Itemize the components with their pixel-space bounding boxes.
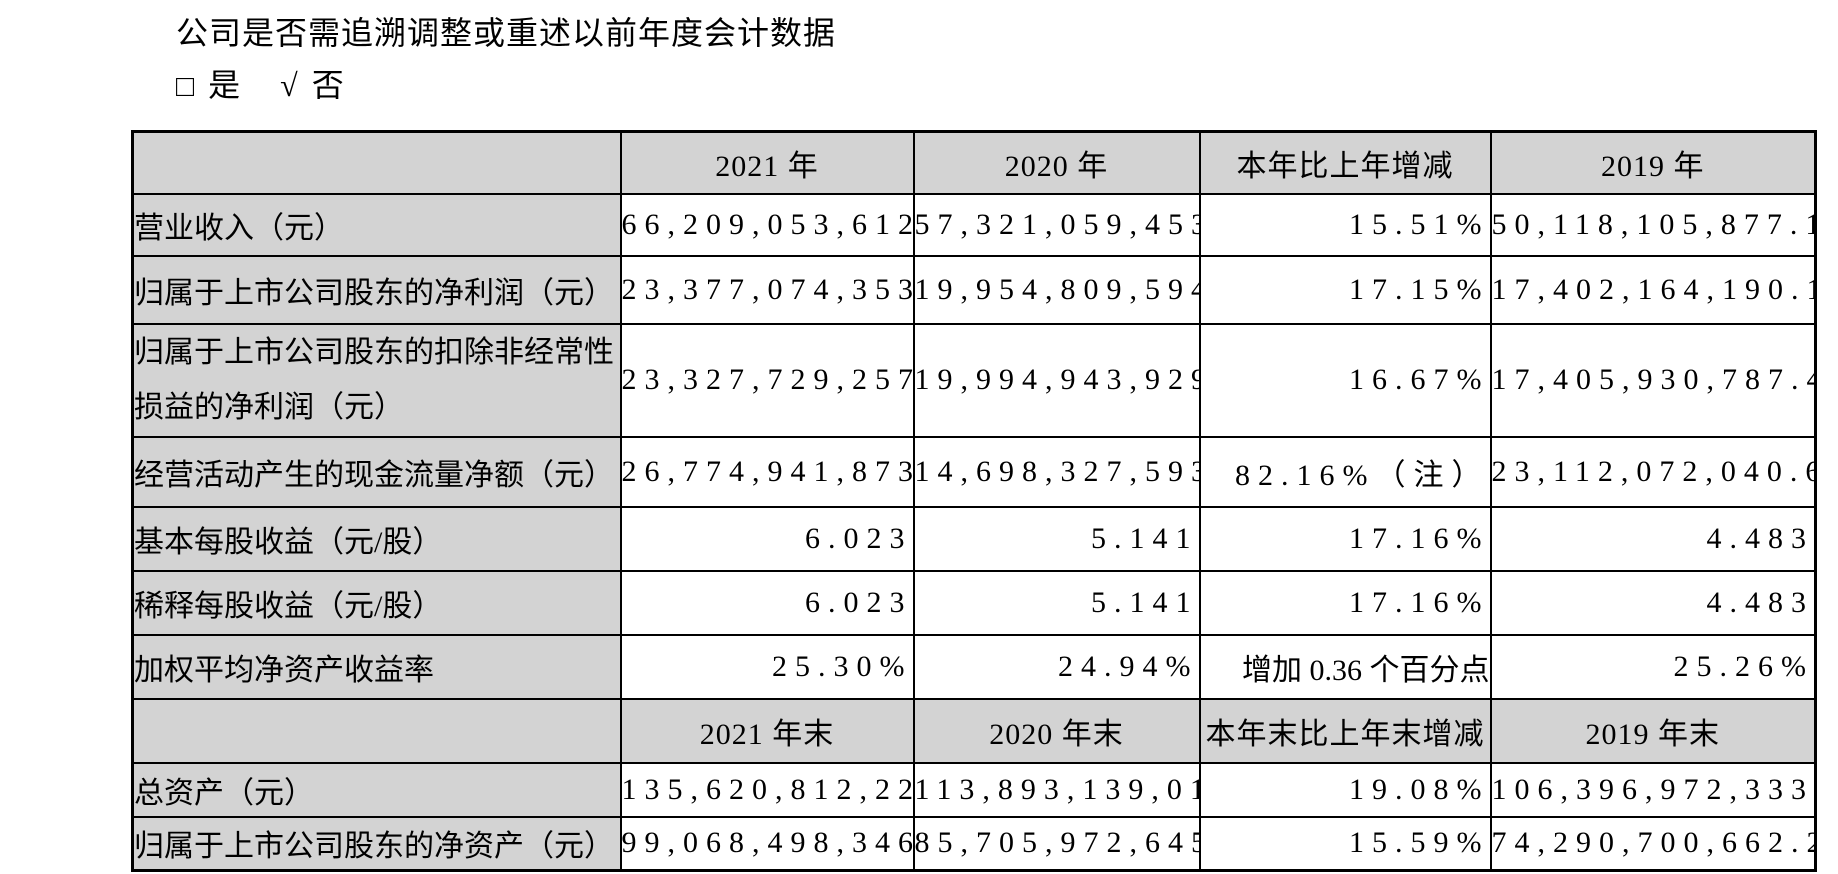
check-mark-icon: √ <box>280 67 298 103</box>
header-yearend-change: 本年末比上年末增减 <box>1198 697 1492 764</box>
no-option-label: 否 <box>311 67 344 103</box>
value-2019: 4.483 <box>1489 569 1817 636</box>
row-label: 稀释每股收益（元/股） <box>131 569 622 636</box>
header-2021: 2021 年 <box>619 130 915 195</box>
restatement-question: 公司是否需追溯调整或重述以前年度会计数据 <box>176 15 837 51</box>
table-row-total-assets: 总资产（元） 135,620,812,221.13 113,893,139,01… <box>131 761 1817 818</box>
value-change: 16.67% <box>1198 322 1492 438</box>
table-row-diluted-eps: 稀释每股收益（元/股） 6.023 5.141 17.16% 4.483 <box>131 569 1817 636</box>
value-2019: 23,112,072,040.66 <box>1489 435 1817 508</box>
table-row-net-assets: 归属于上市公司股东的净资产（元） 99,068,498,346.24 85,70… <box>131 815 1817 872</box>
value-2021: 25.30% <box>619 633 915 700</box>
value-2021: 66,209,053,612.11 <box>619 192 915 257</box>
value-2020: 24.94% <box>912 633 1201 700</box>
value-change: 17.16% <box>1198 505 1492 572</box>
row-label: 归属于上市公司股东的净资产（元） <box>131 815 622 872</box>
value-2021: 23,327,729,257.82 <box>619 322 915 438</box>
value-2021: 6.023 <box>619 569 915 636</box>
value-2021: 99,068,498,346.24 <box>619 815 915 872</box>
value-2020: 19,954,809,594.52 <box>912 254 1201 325</box>
unchecked-checkbox-icon: □ <box>176 70 195 103</box>
value-change: 15.51% <box>1198 192 1492 257</box>
value-2020: 85,705,972,645.74 <box>912 815 1201 872</box>
table-row-basic-eps: 基本每股收益（元/股） 6.023 5.141 17.16% 4.483 <box>131 505 1817 572</box>
value-2019: 17,405,930,787.45 <box>1489 322 1817 438</box>
header-2019-end: 2019 年末 <box>1489 697 1817 764</box>
header-yoy-change: 本年比上年增减 <box>1198 130 1492 195</box>
value-2021: 23,377,074,353.40 <box>619 254 915 325</box>
year-end-header-row: 2021 年末 2020 年末 本年末比上年末增减 2019 年末 <box>131 697 1817 764</box>
value-2020: 113,893,139,013.72 <box>912 761 1201 818</box>
table-row-revenue: 营业收入（元） 66,209,053,612.11 57,321,059,453… <box>131 192 1817 257</box>
row-label: 经营活动产生的现金流量净额（元） <box>131 435 622 508</box>
table-row-net-profit-excl-nonrecurring: 归属于上市公司股东的扣除非经常性损益的净利润（元） 23,327,729,257… <box>131 322 1817 438</box>
header-2021-end: 2021 年末 <box>619 697 915 764</box>
yes-option-label: 是 <box>208 67 241 103</box>
key-financials-table: 2021 年 2020 年 本年比上年增减 2019 年 营业收入（元） 66,… <box>131 130 1817 872</box>
header-2020-end: 2020 年末 <box>912 697 1201 764</box>
row-label: 基本每股收益（元/股） <box>131 505 622 572</box>
header-empty-cell <box>131 130 622 195</box>
row-label: 归属于上市公司股东的净利润（元） <box>131 254 622 325</box>
table-row-weighted-avg-roe: 加权平均净资产收益率 25.30% 24.94% 增加 0.36 个百分点 25… <box>131 633 1817 700</box>
annual-header-row: 2021 年 2020 年 本年比上年增减 2019 年 <box>131 130 1817 195</box>
row-label: 总资产（元） <box>131 761 622 818</box>
value-2019: 50,118,105,877.14 <box>1489 192 1817 257</box>
table-row-net-profit: 归属于上市公司股东的净利润（元） 23,377,074,353.40 19,95… <box>131 254 1817 325</box>
value-2020: 5.141 <box>912 569 1201 636</box>
value-2020: 5.141 <box>912 505 1201 572</box>
value-2019: 74,290,700,662.22 <box>1489 815 1817 872</box>
value-change: 增加 0.36 个百分点 <box>1198 633 1492 700</box>
value-change: 17.15% <box>1198 254 1492 325</box>
value-2021: 26,774,941,873.05 <box>619 435 915 508</box>
value-2020: 19,994,943,929.15 <box>912 322 1201 438</box>
value-2020: 57,321,059,453.15 <box>912 192 1201 257</box>
value-2021: 135,620,812,221.13 <box>619 761 915 818</box>
value-2019: 4.483 <box>1489 505 1817 572</box>
value-change: 17.16% <box>1198 569 1492 636</box>
row-label: 加权平均净资产收益率 <box>131 633 622 700</box>
header-2019: 2019 年 <box>1489 130 1817 195</box>
value-change: 82.16%（注） <box>1198 435 1492 508</box>
value-2019: 17,402,164,190.16 <box>1489 254 1817 325</box>
value-change: 15.59% <box>1198 815 1492 872</box>
value-2021: 6.023 <box>619 505 915 572</box>
header-empty-cell <box>131 697 622 764</box>
value-2019: 25.26% <box>1489 633 1817 700</box>
row-label: 归属于上市公司股东的扣除非经常性损益的净利润（元） <box>131 322 622 438</box>
header-2020: 2020 年 <box>912 130 1201 195</box>
value-change: 19.08% <box>1198 761 1492 818</box>
value-2020: 14,698,327,593.21 <box>912 435 1201 508</box>
table-row-operating-cash-flow: 经营活动产生的现金流量净额（元） 26,774,941,873.05 14,69… <box>131 435 1817 508</box>
row-label: 营业收入（元） <box>131 192 622 257</box>
value-2019: 106,396,972,333.66 <box>1489 761 1817 818</box>
yes-no-options: □ 是 √ 否 <box>176 60 344 106</box>
